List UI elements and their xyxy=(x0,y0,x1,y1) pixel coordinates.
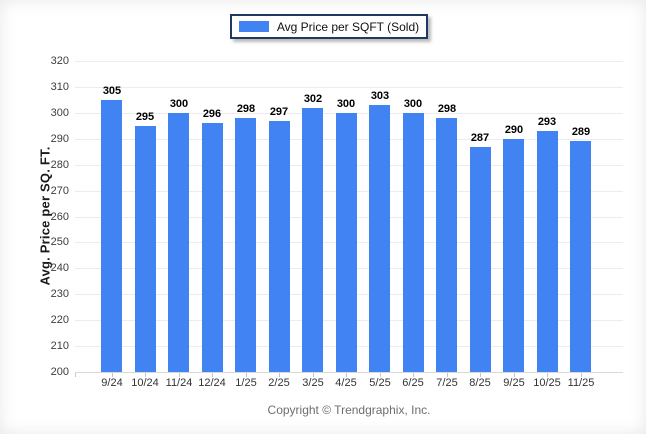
bar-value-label: 302 xyxy=(303,93,323,105)
y-tick-label: 210 xyxy=(50,340,69,352)
bar-value-label: 300 xyxy=(169,98,189,110)
bar xyxy=(135,126,156,372)
bar xyxy=(202,123,223,372)
bar-value-label: 289 xyxy=(571,126,591,138)
axis-baseline xyxy=(75,372,623,373)
x-tick-label: 2/25 xyxy=(268,377,290,389)
bar-value-label: 298 xyxy=(236,103,256,115)
bar xyxy=(269,121,290,372)
bar xyxy=(168,113,189,372)
bar xyxy=(302,108,323,372)
bar xyxy=(436,118,457,372)
legend-swatch-icon xyxy=(238,21,269,32)
y-tick-label: 320 xyxy=(50,55,69,67)
x-axis-tick-mark xyxy=(246,373,247,377)
gridline xyxy=(75,61,623,62)
bar-value-label: 295 xyxy=(135,111,155,123)
x-axis-tick-mark xyxy=(514,373,515,377)
y-tick-label: 300 xyxy=(50,107,69,119)
bar-value-label: 296 xyxy=(202,108,222,120)
bar xyxy=(470,147,491,372)
copyright-text: Copyright © Trendgraphix, Inc. xyxy=(267,403,431,417)
y-tick-label: 290 xyxy=(50,133,69,145)
y-tick-label: 200 xyxy=(50,366,69,378)
x-tick-label: 5/25 xyxy=(369,377,391,389)
bar-value-label: 305 xyxy=(102,85,122,97)
x-tick-label: 8/25 xyxy=(469,377,491,389)
bar xyxy=(235,118,256,372)
x-tick-label: 3/25 xyxy=(302,377,324,389)
x-tick-label: 4/25 xyxy=(335,377,357,389)
bar-value-label: 287 xyxy=(470,132,490,144)
bar-value-label: 290 xyxy=(504,124,524,136)
bar xyxy=(537,131,558,372)
bar-value-label: 298 xyxy=(437,103,457,115)
bar xyxy=(336,113,357,372)
y-tick-label: 250 xyxy=(50,236,69,248)
x-tick-label: 9/25 xyxy=(503,377,525,389)
y-tick-label: 270 xyxy=(50,185,69,197)
bar-value-label: 293 xyxy=(537,116,557,128)
x-axis-tick-mark xyxy=(145,373,146,377)
x-axis-tick-mark xyxy=(581,373,582,377)
x-tick-label: 7/25 xyxy=(436,377,458,389)
bar xyxy=(369,105,390,372)
y-tick-label: 220 xyxy=(50,314,69,326)
bar xyxy=(101,100,122,372)
x-axis-tick-mark xyxy=(346,373,347,377)
x-axis-tick-mark xyxy=(413,373,414,377)
x-tick-label: 1/25 xyxy=(235,377,257,389)
x-tick-label: 11/25 xyxy=(567,377,595,389)
x-axis-tick-mark xyxy=(480,373,481,377)
y-tick-label: 230 xyxy=(50,288,69,300)
bar-value-label: 300 xyxy=(403,98,423,110)
x-axis-tick-mark xyxy=(279,373,280,377)
x-tick-label: 11/24 xyxy=(165,377,193,389)
x-tick-label: 10/24 xyxy=(131,377,159,389)
x-axis-tick-mark xyxy=(75,373,76,377)
x-tick-label: 6/25 xyxy=(402,377,424,389)
x-tick-label: 9/24 xyxy=(101,377,123,389)
bar-value-label: 300 xyxy=(336,98,356,110)
y-tick-label: 240 xyxy=(50,262,69,274)
legend-label: Avg Price per SQFT (Sold) xyxy=(276,19,420,34)
y-tick-label: 280 xyxy=(50,159,69,171)
x-axis-tick-mark xyxy=(212,373,213,377)
x-tick-label: 10/25 xyxy=(533,377,561,389)
x-axis-tick-mark xyxy=(179,373,180,377)
bar-value-label: 303 xyxy=(370,90,390,102)
y-tick-label: 260 xyxy=(50,211,69,223)
y-tick-label: 310 xyxy=(50,81,69,93)
bar-value-label: 297 xyxy=(269,106,289,118)
bar xyxy=(403,113,424,372)
x-axis-tick-mark xyxy=(313,373,314,377)
legend: Avg Price per SQFT (Sold) xyxy=(230,14,428,39)
x-axis-tick-mark xyxy=(447,373,448,377)
bar xyxy=(570,141,591,372)
x-tick-label: 12/24 xyxy=(198,377,226,389)
x-axis-tick-mark xyxy=(380,373,381,377)
gridline xyxy=(75,87,623,88)
x-axis-tick-mark xyxy=(547,373,548,377)
bar xyxy=(503,139,524,372)
x-axis-tick-mark xyxy=(112,373,113,377)
